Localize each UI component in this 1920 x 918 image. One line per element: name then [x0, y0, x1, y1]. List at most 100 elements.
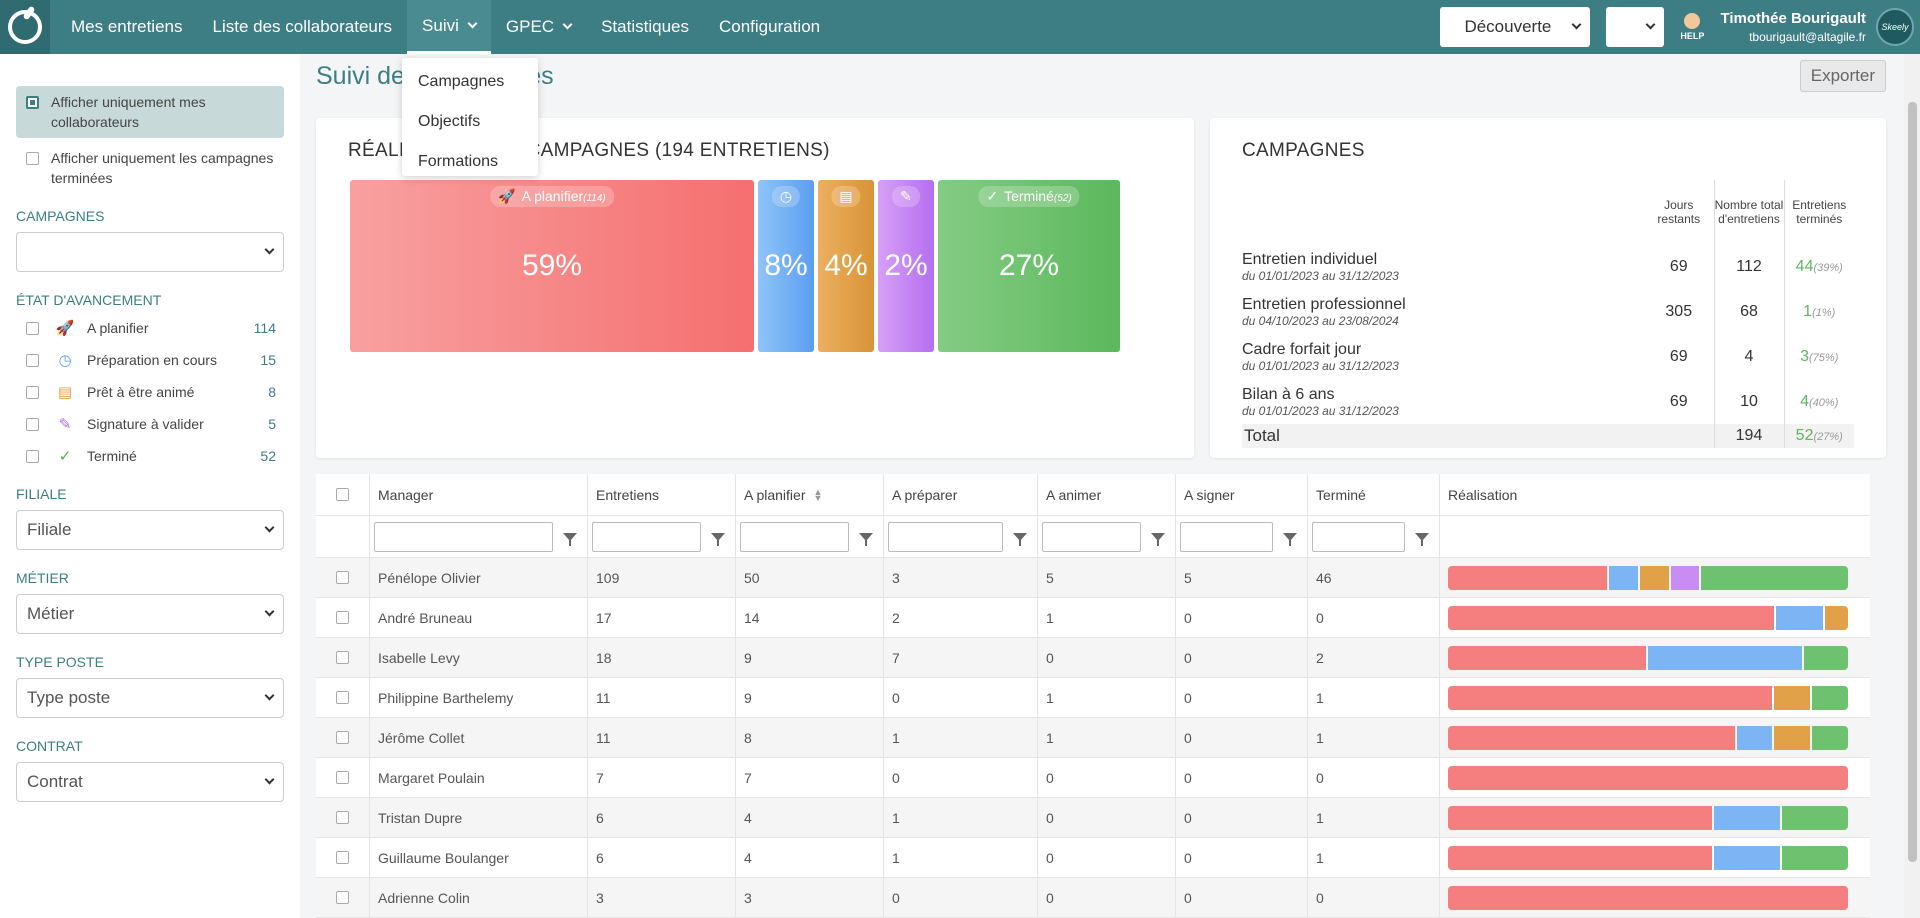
filter-input-termine[interactable]: [1312, 521, 1405, 552]
filter-icon[interactable]: [563, 532, 577, 546]
nav-item-suivi[interactable]: Suivi: [407, 0, 491, 54]
state-filter-signature-a-valider[interactable]: ✎ Signature à valider 5: [16, 408, 284, 440]
page-scrollbar[interactable]: [1904, 54, 1920, 918]
nav-item-statistiques[interactable]: Statistiques: [586, 0, 704, 54]
checkbox[interactable]: [26, 417, 39, 431]
table-row[interactable]: Jérôme Collet 11 8 1 1 0 1: [316, 718, 1870, 758]
table-row[interactable]: Margaret Poulain 7 7 0 0 0 0: [316, 758, 1870, 798]
state-filter-termine[interactable]: ✓ Terminé 52: [16, 440, 284, 472]
mode-select[interactable]: Découverte: [1440, 7, 1591, 47]
campaign-row[interactable]: Entretien individuel du 01/01/2023 au 31/…: [1242, 244, 1854, 289]
filter-icon[interactable]: [711, 532, 725, 546]
filiale-select[interactable]: Filiale: [16, 510, 284, 550]
checkbox[interactable]: [26, 321, 39, 335]
row-checkbox[interactable]: [336, 691, 349, 704]
filter-input-a-planifier[interactable]: [740, 521, 849, 552]
row-checkbox[interactable]: [336, 571, 349, 584]
total-termines: 52(27%): [1784, 424, 1854, 448]
toggle-finished-campaigns[interactable]: Afficher uniquement les campagnes termin…: [16, 144, 284, 192]
realisation-segment[interactable]: ◷ 8%: [758, 180, 814, 352]
menu-item-formations[interactable]: Formations: [418, 153, 499, 170]
row-checkbox[interactable]: [336, 651, 349, 664]
row-checkbox[interactable]: [336, 851, 349, 864]
filter-input-manager[interactable]: [374, 521, 553, 552]
progress-segment: [1774, 685, 1810, 710]
realisation-segment[interactable]: ✓ Terminé(52) 27%: [938, 180, 1120, 352]
filter-icon[interactable]: [1151, 532, 1165, 546]
filter-icon[interactable]: [1013, 532, 1027, 546]
row-checkbox[interactable]: [336, 611, 349, 624]
table-row[interactable]: André Bruneau 17 14 2 1 0 0: [316, 598, 1870, 638]
help-person-icon: [1684, 13, 1701, 29]
realisation-segment[interactable]: 🚀 A planifier(114) 59%: [350, 180, 754, 352]
table-row[interactable]: Adrienne Colin 3 3 0 0 0 0: [316, 878, 1870, 918]
sort-icon[interactable]: ▲ ▼: [813, 486, 823, 503]
nav-item-liste-des-collaborateurs[interactable]: Liste des collaborateurs: [198, 0, 408, 54]
table-row[interactable]: Tristan Dupre 6 4 1 0 0 1: [316, 798, 1870, 838]
progress-segment: [1736, 725, 1773, 750]
realisation-segment[interactable]: ▤ 4%: [818, 180, 874, 352]
table-row[interactable]: Isabelle Levy 18 9 7 0 0 2: [316, 638, 1870, 678]
row-checkbox[interactable]: [336, 771, 349, 784]
realisation-segment[interactable]: ✎ 2%: [878, 180, 934, 352]
filter-input-a-animer[interactable]: [1042, 521, 1141, 552]
row-checkbox[interactable]: [336, 891, 349, 904]
checkbox[interactable]: [26, 385, 39, 399]
row-checkbox[interactable]: [336, 731, 349, 744]
scrollbar-thumb[interactable]: [1908, 102, 1917, 862]
help-button[interactable]: HELP: [1676, 13, 1708, 41]
state-filter-pret-a-etre-anime[interactable]: ▤ Prêt à être animé 8: [16, 376, 284, 408]
export-button[interactable]: Exporter: [1799, 60, 1886, 92]
checkbox[interactable]: [26, 449, 39, 463]
state-count: 52: [260, 448, 276, 464]
campaign-jours: 69: [1644, 244, 1715, 289]
checkbox[interactable]: [26, 152, 39, 165]
column-header-a-planifier[interactable]: A planifier ▲ ▼: [736, 474, 884, 515]
column-header-a-preparer[interactable]: A préparer: [884, 474, 1038, 515]
user-info[interactable]: Timothée Bourigault tbourigault@altagile…: [1720, 10, 1866, 44]
language-select[interactable]: [1606, 7, 1665, 47]
app-logo[interactable]: [0, 0, 50, 54]
progress-segment: [1774, 725, 1811, 750]
nav-item-configuration[interactable]: Configuration: [704, 0, 835, 54]
cell-preparer: 3: [884, 558, 1038, 597]
filter-icon[interactable]: [1283, 532, 1297, 546]
metier-select[interactable]: Métier: [16, 594, 284, 634]
column-header-manager[interactable]: Manager: [370, 474, 588, 515]
checkbox[interactable]: [26, 353, 39, 367]
column-header-entretiens[interactable]: Entretiens: [588, 474, 736, 515]
contrat-select[interactable]: Contrat: [16, 762, 284, 802]
select-all-checkbox[interactable]: [336, 488, 349, 501]
campaign-row[interactable]: Bilan à 6 ans du 01/01/2023 au 31/12/2023…: [1242, 379, 1854, 424]
checkbox-checked[interactable]: [26, 96, 39, 109]
column-header-realisation[interactable]: Réalisation: [1440, 474, 1870, 515]
menu-item-objectifs[interactable]: Objectifs: [418, 113, 481, 130]
campaign-row[interactable]: Entretien professionnel du 04/10/2023 au …: [1242, 289, 1854, 334]
column-header-a-signer[interactable]: A signer: [1176, 474, 1308, 515]
nav-item-gpec[interactable]: GPEC: [491, 0, 586, 54]
table-row[interactable]: Philippine Barthelemy 11 9 0 1 0 1: [316, 678, 1870, 718]
table-row[interactable]: Guillaume Boulanger 6 4 1 0 0 1: [316, 838, 1870, 878]
cell-manager: Pénélope Olivier: [370, 558, 588, 597]
state-filter-a-planifier[interactable]: 🚀 A planifier 114: [16, 312, 284, 344]
filter-input-entretiens[interactable]: [592, 521, 701, 552]
row-checkbox[interactable]: [336, 811, 349, 824]
campaign-row[interactable]: Cadre forfait jour du 01/01/2023 au 31/12…: [1242, 334, 1854, 379]
chevron-down-icon: [264, 522, 275, 533]
campaigns-select[interactable]: [16, 232, 284, 272]
type-poste-select[interactable]: Type poste: [16, 678, 284, 718]
cell-entretiens: 6: [588, 838, 736, 877]
filter-input-a-preparer[interactable]: [888, 521, 1003, 552]
filter-icon[interactable]: [1415, 532, 1429, 546]
state-count: 114: [253, 320, 276, 336]
state-filter-preparation-en-cours[interactable]: ◷ Préparation en cours 15: [16, 344, 284, 376]
nav-item-mes-entretiens[interactable]: Mes entretiens: [56, 0, 198, 54]
menu-item-campagnes[interactable]: Campagnes: [418, 73, 505, 90]
column-header-termine[interactable]: Terminé: [1308, 474, 1440, 515]
filter-input-a-signer[interactable]: [1180, 521, 1273, 552]
toggle-my-collaborators[interactable]: Afficher uniquement mes collaborateurs: [16, 86, 284, 138]
filter-icon[interactable]: [859, 532, 873, 546]
column-header-a-animer[interactable]: A animer: [1038, 474, 1176, 515]
table-row[interactable]: Pénélope Olivier 109 50 3 5 5 46: [316, 558, 1870, 598]
avatar[interactable]: Skeely: [1876, 8, 1914, 46]
